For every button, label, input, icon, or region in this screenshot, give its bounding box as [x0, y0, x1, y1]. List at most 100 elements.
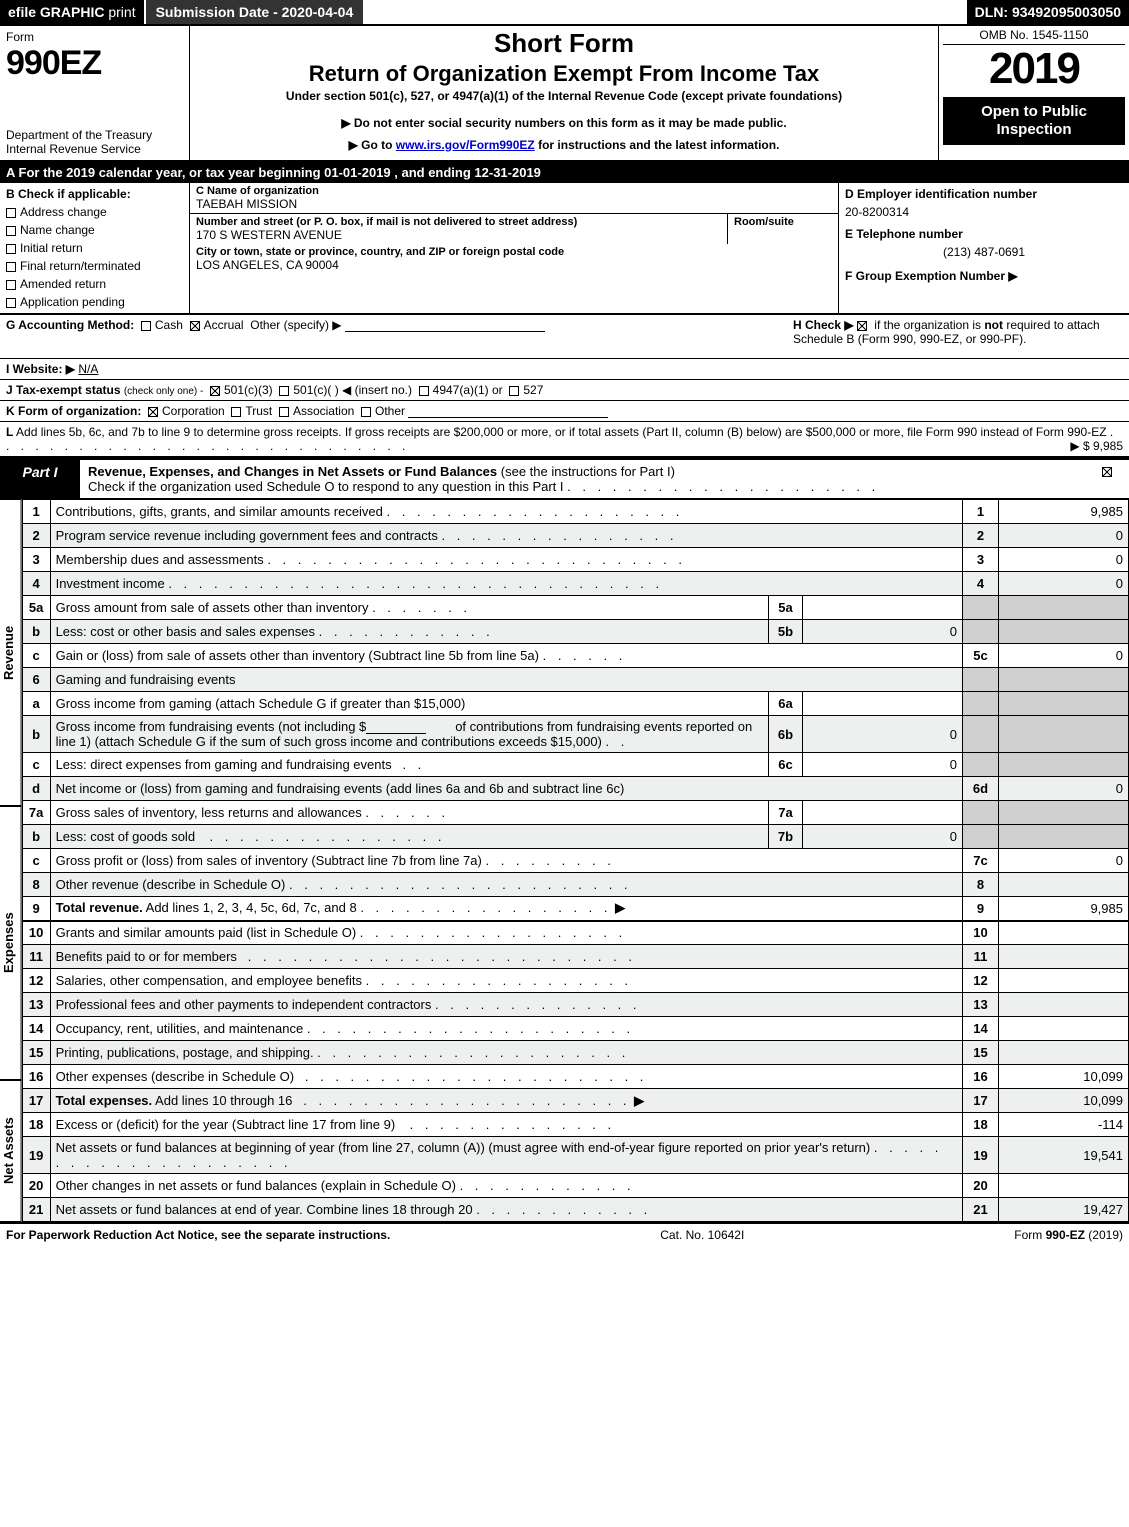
top-bar: efile GRAPHIC print Submission Date - 20…	[0, 0, 1129, 26]
part1-header: Part I Revenue, Expenses, and Changes in…	[0, 458, 1129, 499]
address-value: 170 S WESTERN AVENUE	[196, 228, 721, 242]
opt-other-org: Other	[375, 404, 405, 418]
val-1: 9,985	[999, 500, 1129, 524]
val-8	[999, 873, 1129, 897]
table-row: 10 Grants and similar amounts paid (list…	[22, 921, 1128, 945]
checkbox-501c3[interactable]	[210, 386, 220, 396]
desc-15: Printing, publications, postage, and shi…	[50, 1041, 962, 1065]
table-row: 7a Gross sales of inventory, less return…	[22, 801, 1128, 825]
ref-6c-gray	[963, 753, 999, 777]
tax-exempt-label: J Tax-exempt status	[6, 383, 121, 397]
form-header: Form 990EZ Department of the Treasury In…	[0, 26, 1129, 162]
lineno-19: 19	[22, 1137, 50, 1174]
table-row: 5a Gross amount from sale of assets othe…	[22, 596, 1128, 620]
opt-amended-return: Amended return	[20, 277, 106, 291]
checkbox-cash[interactable]	[141, 321, 151, 331]
checkbox-501c[interactable]	[279, 386, 289, 396]
checkbox-527[interactable]	[509, 386, 519, 396]
table-row: b Less: cost or other basis and sales ex…	[22, 620, 1128, 644]
irs-link[interactable]: www.irs.gov/Form990EZ	[396, 138, 535, 152]
sref-7b: 7b	[769, 825, 803, 849]
val-9: 9,985	[999, 897, 1129, 921]
opt-association: Association	[293, 404, 354, 418]
sval-6b: 0	[803, 716, 963, 753]
dept-treasury: Department of the Treasury	[6, 128, 152, 142]
val-21: 19,427	[999, 1198, 1129, 1222]
form-org-label: K Form of organization:	[6, 404, 141, 418]
checkbox-final-return[interactable]	[6, 262, 16, 272]
table-row: 16 Other expenses (describe in Schedule …	[22, 1065, 1128, 1089]
lineno-2: 2	[22, 524, 50, 548]
checkbox-other-org[interactable]	[361, 407, 371, 417]
desc-1: Contributions, gifts, grants, and simila…	[50, 500, 962, 524]
page-footer: For Paperwork Reduction Act Notice, see …	[0, 1222, 1129, 1246]
lineno-1: 1	[22, 500, 50, 524]
desc-12: Salaries, other compensation, and employ…	[50, 969, 962, 993]
desc-14: Occupancy, rent, utilities, and maintena…	[50, 1017, 962, 1041]
table-row: b Gross income from fundraising events (…	[22, 716, 1128, 753]
desc-5b: Less: cost or other basis and sales expe…	[50, 620, 768, 644]
checkbox-4947[interactable]	[419, 386, 429, 396]
val-15	[999, 1041, 1129, 1065]
lineno-9: 9	[22, 897, 50, 921]
desc-13: Professional fees and other payments to …	[50, 993, 962, 1017]
desc-20: Other changes in net assets or fund bala…	[50, 1174, 962, 1198]
opt-name-change: Name change	[20, 223, 95, 237]
lineno-6: 6	[22, 668, 50, 692]
checkbox-schedule-o[interactable]	[1102, 467, 1112, 477]
checkbox-name-change[interactable]	[6, 226, 16, 236]
checkbox-trust[interactable]	[231, 407, 241, 417]
desc-7b-text: Less: cost of goods sold	[56, 829, 195, 844]
table-row: 8 Other revenue (describe in Schedule O)…	[22, 873, 1128, 897]
sval-5b: 0	[803, 620, 963, 644]
checkbox-application-pending[interactable]	[6, 298, 16, 308]
sref-7a: 7a	[769, 801, 803, 825]
checkbox-amended-return[interactable]	[6, 280, 16, 290]
val-13	[999, 993, 1129, 1017]
lineno-16: 16	[22, 1065, 50, 1089]
val-6a-gray	[999, 692, 1129, 716]
checkbox-address-change[interactable]	[6, 208, 16, 218]
val-14	[999, 1017, 1129, 1041]
desc-19: Net assets or fund balances at beginning…	[50, 1137, 962, 1174]
part1-sub: Check if the organization used Schedule …	[88, 479, 564, 494]
checkbox-corporation[interactable]	[148, 407, 158, 417]
desc-8: Other revenue (describe in Schedule O) .…	[50, 873, 962, 897]
website-label: I Website: ▶	[6, 362, 75, 376]
desc-11: Benefits paid to or for members . . . . …	[50, 945, 962, 969]
row-j: J Tax-exempt status (check only one) - 5…	[0, 380, 1129, 401]
form-label: Form	[6, 30, 183, 44]
checkbox-initial-return[interactable]	[6, 244, 16, 254]
desc-2: Program service revenue including govern…	[50, 524, 962, 548]
val-7c: 0	[999, 849, 1129, 873]
print-text[interactable]: print	[108, 4, 135, 20]
ref-17: 17	[963, 1089, 999, 1113]
desc-6: Gaming and fundraising events	[50, 668, 962, 692]
lineno-21: 21	[22, 1198, 50, 1222]
dept-irs: Internal Revenue Service	[6, 142, 141, 156]
form-header-right: OMB No. 1545-1150 2019 Open to Public In…	[939, 26, 1129, 160]
ref-8: 8	[963, 873, 999, 897]
opt-trust: Trust	[245, 404, 272, 418]
lineno-17: 17	[22, 1089, 50, 1113]
checkbox-association[interactable]	[279, 407, 289, 417]
org-name-row: C Name of organization TAEBAH MISSION	[190, 183, 838, 214]
table-row: 11 Benefits paid to or for members . . .…	[22, 945, 1128, 969]
checkbox-accrual[interactable]	[190, 321, 200, 331]
desc-21-text: Net assets or fund balances at end of ye…	[56, 1202, 473, 1217]
desc-20-text: Other changes in net assets or fund bala…	[56, 1178, 456, 1193]
val-7a-gray	[999, 801, 1129, 825]
opt-accrual: Accrual	[204, 318, 244, 332]
lineno-10: 10	[22, 921, 50, 945]
checkbox-h[interactable]	[857, 321, 867, 331]
val-5b-gray	[999, 620, 1129, 644]
desc-7a-text: Gross sales of inventory, less returns a…	[56, 805, 362, 820]
table-row: c Gain or (loss) from sale of assets oth…	[22, 644, 1128, 668]
desc-19-text: Net assets or fund balances at beginning…	[56, 1140, 871, 1155]
part1-title-block: Revenue, Expenses, and Changes in Net As…	[80, 460, 1089, 498]
desc-7a: Gross sales of inventory, less returns a…	[50, 801, 768, 825]
desc-6b: Gross income from fundraising events (no…	[50, 716, 768, 753]
city-row: City or town, state or province, country…	[190, 244, 838, 274]
desc-7c: Gross profit or (loss) from sales of inv…	[50, 849, 962, 873]
ref-3: 3	[963, 548, 999, 572]
